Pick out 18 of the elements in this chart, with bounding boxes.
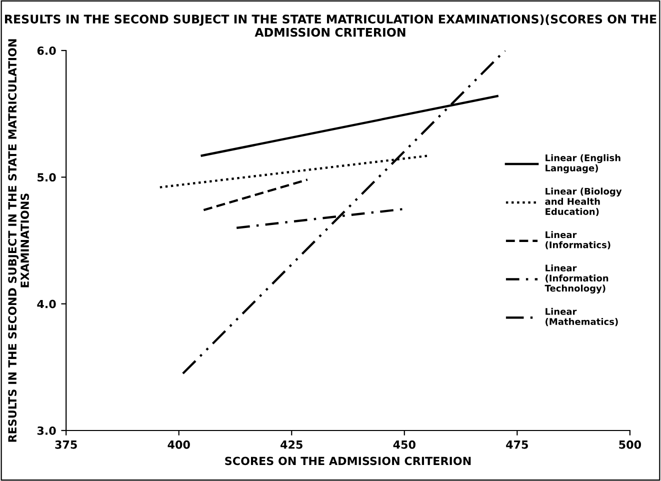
legend-label: Linear (Mathematics) xyxy=(546,308,618,326)
x-tick-label: 375 xyxy=(55,440,77,449)
x-tick-label: 475 xyxy=(506,440,528,449)
x-axis-title: SCORES ON THE ADMISSION CRITERION xyxy=(225,456,471,466)
x-tick-label: 425 xyxy=(280,440,302,449)
legend-label: Linear (Informatics) xyxy=(546,231,610,250)
legend-label: Linear (Biology and Health Education) xyxy=(545,188,622,216)
y-tick-label: 3.0 xyxy=(37,426,56,435)
y-tick-label: 5.0 xyxy=(38,173,56,182)
x-tick-label: 400 xyxy=(168,440,190,449)
y-axis-title: RESULTS IN THE SECOND SUBJECT IN THE STATE MATRICULATION EXAMINATIONS xyxy=(8,39,29,442)
x-tick-label: 500 xyxy=(619,440,641,449)
chart-title: RESULTS IN THE SECOND SUBJECT IN THE STATE MATRICULATION EXAMINATIONS)(SCORES ON THE ADMISSION CRITERION xyxy=(5,14,656,37)
y-tick-label: 4.0 xyxy=(37,300,56,308)
x-tick-label: 450 xyxy=(393,440,416,449)
y-tick-label: 6.0 xyxy=(37,46,56,55)
legend-label: Linear (Information Technology) xyxy=(544,264,608,294)
legend-label: Linear (English Language) xyxy=(546,154,620,174)
